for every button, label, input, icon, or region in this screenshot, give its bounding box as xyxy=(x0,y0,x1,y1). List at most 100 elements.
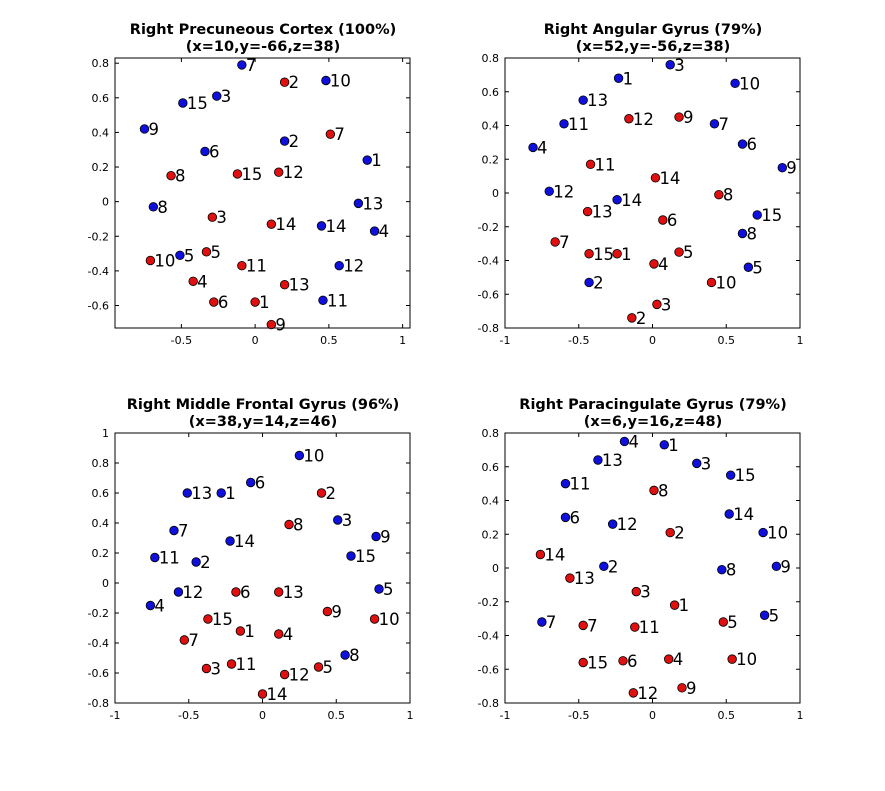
data-point-blue xyxy=(216,488,226,498)
data-point-blue xyxy=(173,587,184,597)
y-tick-label: -0.2 xyxy=(88,230,109,243)
data-point-red xyxy=(628,688,639,698)
data-point-red xyxy=(145,255,156,266)
y-tick-label: -0.4 xyxy=(88,637,109,650)
point-label: 12 xyxy=(283,163,304,182)
point-label: 2 xyxy=(289,73,300,92)
y-tick-label: -0.8 xyxy=(478,697,499,710)
point-label: 2 xyxy=(200,553,211,572)
point-label: 1 xyxy=(225,484,236,503)
point-label: 2 xyxy=(289,132,300,151)
point-label: 8 xyxy=(157,198,168,217)
point-label: 14 xyxy=(733,505,754,524)
point-label: 14 xyxy=(275,215,296,234)
data-point-red xyxy=(650,173,661,183)
point-label: 15 xyxy=(241,165,262,184)
data-point-red xyxy=(665,527,675,538)
point-label: 9 xyxy=(275,316,286,335)
x-tick-label: 0.5 xyxy=(718,334,736,347)
point-label: 7 xyxy=(587,616,598,635)
data-point-blue xyxy=(692,458,702,469)
point-label: 4 xyxy=(379,222,390,241)
point-label: 5 xyxy=(727,613,738,632)
point-label: 10 xyxy=(330,72,351,91)
data-point-blue xyxy=(771,561,782,572)
x-tick-label: 0 xyxy=(649,709,656,722)
point-label: 6 xyxy=(209,142,220,161)
point-label: 15 xyxy=(587,654,608,673)
point-label: 7 xyxy=(178,522,189,541)
x-tick-label: -0.5 xyxy=(178,709,199,722)
point-label: 11 xyxy=(569,475,590,494)
point-label: 13 xyxy=(289,276,310,295)
data-point-red xyxy=(565,573,575,583)
x-tick-label: -0.5 xyxy=(171,334,192,347)
data-point-blue xyxy=(619,436,630,447)
data-point-red xyxy=(627,313,637,323)
data-point-blue xyxy=(544,186,554,197)
point-label: 4 xyxy=(197,272,208,291)
point-label: 2 xyxy=(674,524,685,543)
data-point-red xyxy=(369,614,380,624)
x-tick-label: 1 xyxy=(797,709,804,722)
data-point-red xyxy=(677,683,687,693)
data-point-red xyxy=(274,167,284,177)
point-label: 11 xyxy=(327,291,348,310)
point-label: 8 xyxy=(293,516,304,535)
point-label: 8 xyxy=(349,646,360,665)
x-tick-label: 0.5 xyxy=(718,709,736,722)
data-point-red xyxy=(535,549,546,560)
data-point-blue xyxy=(528,142,538,153)
y-tick-label: -0.6 xyxy=(478,663,499,676)
data-point-red xyxy=(674,247,684,257)
point-label: 7 xyxy=(718,115,729,134)
point-label: 8 xyxy=(726,561,737,580)
y-tick-label: 0 xyxy=(102,577,109,590)
point-label: 10 xyxy=(379,610,400,629)
point-label: 7 xyxy=(334,125,345,144)
y-tick-label: -0.2 xyxy=(88,607,109,620)
data-point-red xyxy=(209,297,219,307)
data-point-red xyxy=(203,614,213,624)
data-point-blue xyxy=(169,525,179,536)
panel-title: Right Precuneous Cortex (100%) xyxy=(130,22,396,38)
panel-angular: Right Angular Gyrus (79%) (x=52,y=-56,z=… xyxy=(478,22,804,347)
data-point-red xyxy=(237,260,247,271)
axes-frame xyxy=(114,57,411,329)
point-label: 11 xyxy=(159,549,180,568)
point-label: 10 xyxy=(716,273,737,292)
x-tick-label: -1 xyxy=(110,709,121,722)
point-label: 1 xyxy=(668,436,679,455)
y-tick-label: 0.6 xyxy=(482,461,500,474)
data-point-blue xyxy=(599,561,609,572)
point-label: 15 xyxy=(212,610,233,629)
data-point-red xyxy=(166,170,176,181)
point-label: 6 xyxy=(255,474,266,493)
point-label: 4 xyxy=(537,138,548,157)
data-point-red xyxy=(582,206,593,217)
point-label: 4 xyxy=(154,597,165,616)
point-label: 8 xyxy=(746,225,757,244)
data-point-red xyxy=(584,249,594,259)
data-point-blue xyxy=(362,155,372,165)
y-tick-label: 0.8 xyxy=(92,57,110,70)
data-point-blue xyxy=(245,477,256,488)
data-point-blue xyxy=(200,146,210,157)
data-point-blue xyxy=(321,75,331,86)
panel-subtitle: (x=10,y=-66,z=38) xyxy=(186,39,341,55)
data-point-red xyxy=(618,656,628,666)
data-point-red xyxy=(232,169,243,179)
data-point-blue xyxy=(150,552,160,563)
point-label: 14 xyxy=(234,532,255,551)
data-point-red xyxy=(612,249,622,259)
data-point-red xyxy=(313,662,324,672)
point-label: 5 xyxy=(210,243,221,262)
point-label: 15 xyxy=(187,94,208,113)
point-label: 14 xyxy=(544,546,565,565)
point-label: 3 xyxy=(661,295,672,314)
data-point-red xyxy=(179,635,190,645)
panel-title: Right Paracingulate Gyrus (79%) xyxy=(519,397,786,413)
data-point-red xyxy=(201,247,212,257)
point-label: 11 xyxy=(246,257,267,276)
point-label: 5 xyxy=(752,258,763,277)
